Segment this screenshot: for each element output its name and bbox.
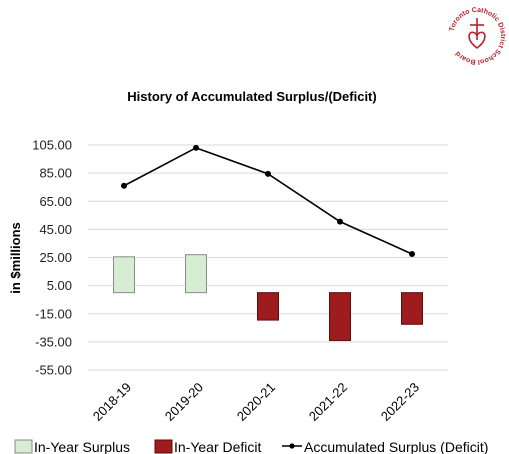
gridlines [88, 144, 448, 371]
legend-swatch-deficit [154, 439, 173, 454]
legend: In-Year Surplus In-Year Deficit Accumula… [14, 439, 488, 454]
y-tick-labels: 105.00 85.00 65.00 45.00 25.00 5.00 -15.00 -35.… [32, 138, 72, 378]
surplus-bar [185, 254, 207, 294]
x-tick-label: 2019-20 [162, 380, 206, 424]
accumulated-point [265, 170, 271, 177]
y-tick-label: 25.00 [39, 250, 72, 265]
deficit-bar [257, 292, 279, 321]
y-tick-label: 65.00 [39, 194, 72, 209]
x-tick-label: 2020-21 [234, 380, 278, 424]
y-tick-label: 5.00 [47, 278, 72, 293]
school-board-logo: Toronto Catholic District School Board [449, 7, 507, 65]
legend-swatch-marker [289, 443, 295, 449]
accumulated-line [121, 144, 415, 257]
legend-label-accumulated: Accumulated Surplus (Deficit) [304, 439, 488, 454]
y-tick-label: -15.00 [35, 306, 72, 321]
x-tick-label: 2018-19 [90, 380, 134, 424]
y-tick-label: -35.00 [35, 334, 72, 349]
bars [113, 254, 423, 341]
chart-title: History of Accumulated Surplus/(Deficit) [127, 89, 376, 104]
x-tick-label: 2022-23 [378, 380, 422, 424]
legend-label-surplus: In-Year Surplus [34, 439, 130, 454]
surplus-bar [113, 256, 135, 294]
deficit-bar [329, 292, 351, 341]
y-axis-label: in $millions [8, 222, 23, 294]
legend-swatch-surplus [14, 439, 33, 454]
y-tick-label: 45.00 [39, 222, 72, 237]
cross-heart-icon [468, 18, 486, 49]
y-tick-label: 85.00 [39, 166, 72, 181]
deficit-bar [401, 292, 423, 325]
accumulated-point [193, 144, 199, 151]
y-tick-label: 105.00 [32, 138, 72, 153]
legend-label-deficit: In-Year Deficit [174, 439, 262, 454]
accumulated-point [409, 250, 415, 257]
accumulated-point [121, 182, 127, 189]
accumulated-point [337, 218, 343, 225]
x-tick-labels: 2018-19 2019-20 2020-21 2021-22 2022-23 [90, 380, 422, 424]
y-tick-label: -55.00 [35, 363, 72, 378]
x-tick-label: 2021-22 [306, 380, 350, 424]
